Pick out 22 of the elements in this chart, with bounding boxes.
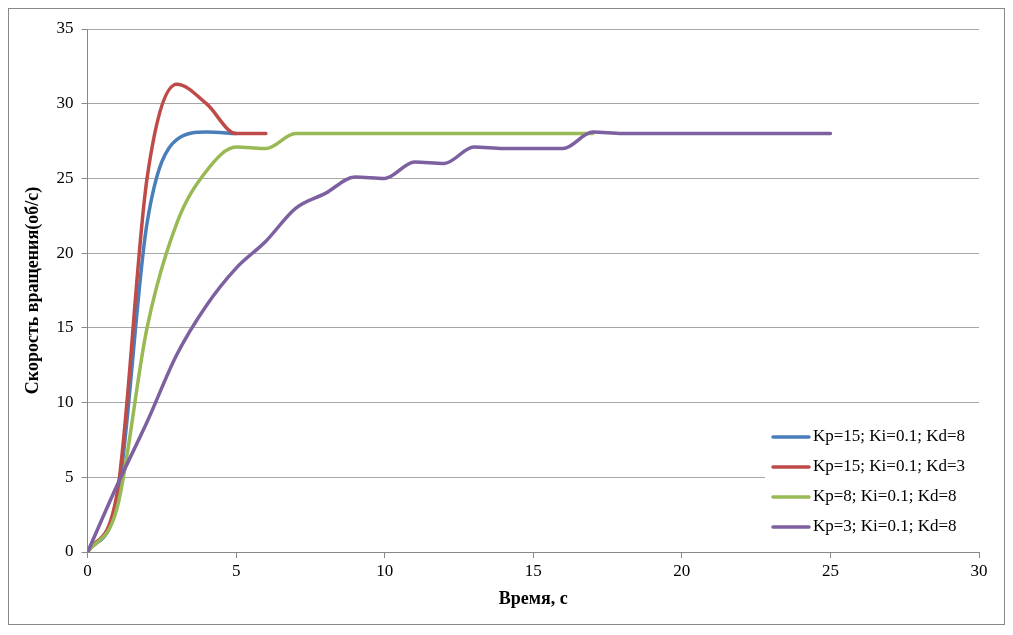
- line-series: [87, 131, 595, 552]
- y-tick-label: 25: [56, 167, 74, 187]
- x-tick-label: 25: [821, 560, 839, 580]
- y-tick-label: 10: [56, 392, 74, 412]
- legend-label: Kp=15; Ki=0.1; Kd=3: [812, 456, 965, 476]
- y-tick-label: 20: [56, 242, 74, 262]
- y-tick-label: 30: [56, 93, 74, 113]
- legend-label: Kp=3; Ki=0.1; Kd=8: [812, 516, 957, 536]
- y-tick-label: 35: [56, 18, 74, 38]
- y-tick-label: 0: [65, 541, 74, 561]
- x-tick-label: 5: [231, 560, 241, 580]
- x-tick-label: 15: [524, 560, 542, 580]
- y-axis-title: Скорость вращения(об/с): [22, 186, 44, 395]
- x-axis-title: Время, с: [498, 587, 568, 608]
- legend-label: Kp=15; Ki=0.1; Kd=8: [812, 426, 965, 446]
- x-tick-label: 20: [673, 560, 691, 580]
- x-tick-label: 0: [83, 560, 92, 580]
- y-tick-label: 15: [56, 317, 74, 337]
- x-tick-label: 30: [970, 560, 988, 580]
- legend-label: Kp=8; Ki=0.1; Kd=8: [812, 486, 957, 506]
- x-tick-label: 10: [376, 560, 394, 580]
- y-tick-label: 5: [65, 466, 74, 486]
